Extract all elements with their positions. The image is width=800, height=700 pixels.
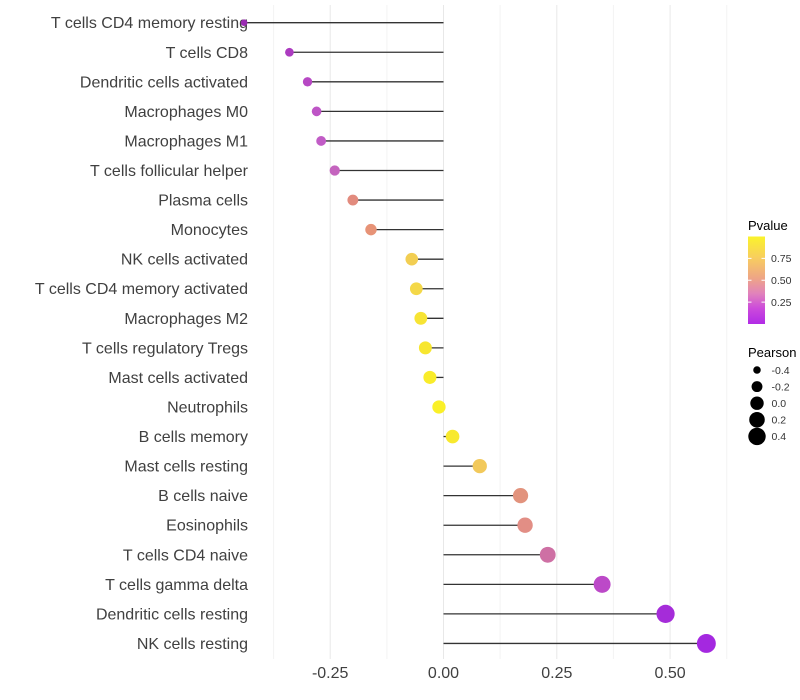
table-row: Dendritic cells activated <box>80 74 444 91</box>
lollipop-dot <box>418 341 432 355</box>
lollipop-dot <box>365 223 377 236</box>
y-axis-label: NK cells resting <box>137 636 248 653</box>
lollipop-dot <box>414 311 428 325</box>
lollipop-dot <box>329 165 340 176</box>
table-row: T cells CD4 naive <box>123 546 556 564</box>
size-key-dot <box>749 412 765 428</box>
lollipop-dot <box>316 136 327 146</box>
lollipop-dot <box>445 429 460 444</box>
y-axis-label: T cells CD4 memory resting <box>51 15 248 32</box>
lollipop-dot <box>472 458 487 474</box>
y-axis-label: B cells naive <box>158 488 248 505</box>
size-key-dot <box>748 427 766 446</box>
table-row: Neutrophils <box>167 399 446 416</box>
y-axis-label: T cells CD8 <box>166 45 248 62</box>
size-key-dot <box>753 366 761 374</box>
y-axis-label: Macrophages M0 <box>124 104 248 121</box>
y-axis-label: Plasma cells <box>158 193 248 210</box>
y-axis-label: Dendritic cells activated <box>80 74 248 91</box>
table-row: Mast cells resting <box>124 459 487 476</box>
y-axis-label: Mast cells resting <box>124 459 248 476</box>
size-key-label: 0.4 <box>772 431 787 443</box>
table-row: T cells CD4 memory resting <box>51 15 444 32</box>
lollipop-dot <box>656 604 675 623</box>
pearson-legend: Pearson -0.4 -0.2 0.0 0.2 0.4 <box>748 345 796 446</box>
x-axis-tick-label: -0.25 <box>312 665 349 682</box>
lollipop-dot <box>240 19 248 27</box>
y-axis-label: T cells CD4 memory activated <box>35 281 248 298</box>
lollipop-dot <box>347 194 359 206</box>
size-key-dot <box>751 381 763 393</box>
table-row: Macrophages M1 <box>124 133 444 150</box>
colorbar-tick-label: 0.75 <box>771 253 792 265</box>
y-axis-label: Macrophages M1 <box>124 133 248 150</box>
size-key-label: -0.4 <box>772 365 790 377</box>
pvalue-legend: Pvalue 0.75 0.50 0.25 <box>748 218 792 324</box>
lollipop-dot <box>696 633 716 653</box>
table-row: Dendritic cells resting <box>96 604 675 623</box>
lollipop-dot <box>423 370 437 384</box>
y-axis-label: B cells memory <box>139 429 248 446</box>
gridlines <box>273 5 728 659</box>
x-axis-tick-label: 0.25 <box>541 665 572 682</box>
size-key-dot <box>750 396 764 410</box>
table-row: T cells gamma delta <box>105 575 611 594</box>
lollipop-dot <box>593 575 611 593</box>
x-axis-tick-label: 0.00 <box>428 665 459 682</box>
lollipop-dot <box>302 77 313 87</box>
table-row: Monocytes <box>171 222 444 239</box>
y-axis-label: Mast cells activated <box>108 370 248 387</box>
table-row: T cells follicular helper <box>90 163 444 180</box>
lollipop-dot <box>409 282 423 296</box>
table-row: NK cells resting <box>137 633 716 653</box>
pvalue-colorbar <box>748 236 765 324</box>
table-row: T cells CD8 <box>166 45 444 62</box>
lollipop-dot <box>432 400 446 414</box>
table-row: Macrophages M0 <box>124 104 444 121</box>
table-row: Plasma cells <box>158 193 444 210</box>
lollipop-dot <box>539 546 556 563</box>
y-axis-label: Macrophages M2 <box>124 311 248 328</box>
y-axis-label: T cells gamma delta <box>105 577 248 594</box>
table-row: Mast cells activated <box>108 370 444 387</box>
pvalue-legend-title: Pvalue <box>748 218 788 233</box>
table-row: Macrophages M2 <box>124 311 444 328</box>
lollipop-dot <box>311 106 322 117</box>
table-row: T cells CD4 memory activated <box>35 281 444 298</box>
y-axis-label: Neutrophils <box>167 399 248 416</box>
lollipop-dot <box>405 252 419 266</box>
y-axis-label: NK cells activated <box>121 252 248 269</box>
colorbar-tick-label: 0.25 <box>771 297 792 309</box>
y-axis-label: Dendritic cells resting <box>96 606 248 623</box>
size-key-label: -0.2 <box>772 381 790 393</box>
y-axis-label: T cells CD4 naive <box>123 547 248 564</box>
size-key-label: 0.2 <box>772 415 787 427</box>
y-axis-label: Monocytes <box>171 222 248 239</box>
table-row: T cells regulatory Tregs <box>82 340 444 357</box>
x-axis: -0.25 0.00 0.25 0.50 <box>312 665 686 682</box>
size-key-label: 0.0 <box>772 398 787 410</box>
pearson-legend-title: Pearson <box>748 345 796 360</box>
y-axis-label: T cells follicular helper <box>90 163 249 180</box>
table-row: B cells memory <box>139 429 460 446</box>
y-axis-label: T cells regulatory Tregs <box>82 340 248 357</box>
colorbar-tick-label: 0.50 <box>771 275 792 287</box>
rows: T cells CD4 memory resting T cells CD8 Den… <box>35 15 716 653</box>
lollipop-dot <box>517 517 533 533</box>
lollipop-dot <box>285 47 294 57</box>
y-axis-label: Eosinophils <box>166 518 248 535</box>
x-axis-tick-label: 0.50 <box>655 665 686 682</box>
table-row: Eosinophils <box>166 517 533 535</box>
lollipop-dot <box>512 488 529 504</box>
table-row: B cells naive <box>158 488 529 505</box>
table-row: NK cells activated <box>121 252 444 269</box>
